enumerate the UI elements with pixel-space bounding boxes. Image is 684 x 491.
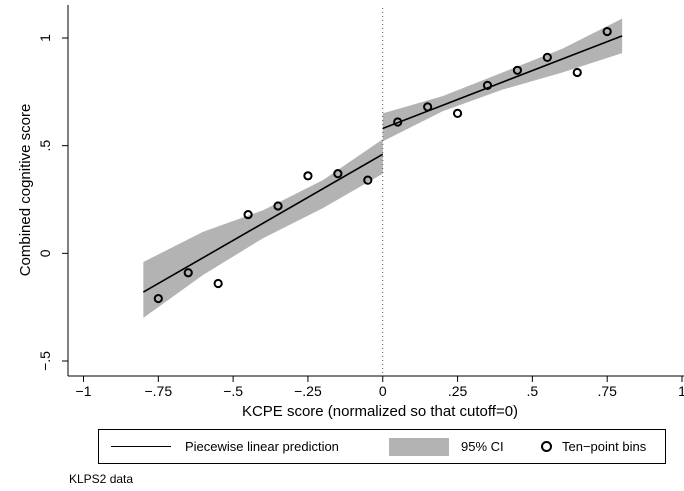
bin-point (482, 80, 493, 90)
axes-group: −.5 0 .5 1 −1 −.75 −.5 −.25 0 .25 .5 .75 1 (37, 5, 684, 399)
prediction-line (142, 153, 384, 293)
legend-line-key (111, 446, 171, 447)
bin-point (423, 102, 433, 112)
prediction-line-group (142, 35, 623, 293)
bin-point (363, 175, 373, 185)
y-tick-label: 1 (37, 34, 53, 42)
bin-points-group (153, 26, 612, 304)
bin-point (572, 67, 582, 78)
x-tick-label: −.25 (294, 383, 322, 399)
y-tick-label: .5 (37, 140, 53, 152)
bin-point (333, 169, 343, 179)
legend-item-bins: Ten−point bins (541, 430, 646, 463)
bin-point (602, 26, 612, 37)
x-tick-label: −1 (76, 383, 92, 399)
x-tick-label: .75 (597, 383, 617, 399)
bin-point (542, 52, 552, 62)
confidence-band-group (143, 18, 623, 318)
y-tick-label: −.5 (37, 351, 53, 371)
x-tick-label: .25 (448, 383, 468, 399)
bin-point (243, 209, 253, 220)
legend-label-ci: 95% CI (461, 439, 504, 454)
x-tick-label: −.75 (144, 383, 172, 399)
x-tick-label: 0 (379, 383, 387, 399)
legend-label-prediction: Piecewise linear prediction (185, 439, 339, 454)
bin-point (512, 65, 523, 75)
bin-point (452, 108, 463, 118)
x-tick-label: −.5 (223, 383, 243, 399)
legend-item-prediction: Piecewise linear prediction (111, 430, 339, 463)
legend: Piecewise linear prediction 95% CI Ten−p… (98, 429, 666, 464)
bin-point (213, 278, 223, 289)
bin-point (183, 268, 193, 278)
bin-point (303, 171, 313, 181)
legend-circle-marker-icon (541, 441, 552, 452)
x-axis-label: KCPE score (normalized so that cutoff=0) (242, 403, 518, 420)
prediction-line (382, 35, 623, 130)
y-axis-label: Combined cognitive score (17, 104, 34, 277)
y-tick-label: 0 (37, 249, 53, 257)
ci-band (382, 18, 623, 142)
ci-band (143, 139, 383, 318)
legend-label-bins: Ten−point bins (562, 439, 647, 454)
x-tick-label: 1 (678, 383, 684, 399)
bin-point (153, 293, 163, 304)
data-source-note: KLPS2 data (69, 472, 134, 486)
x-tick-label: .5 (527, 383, 539, 399)
legend-ci-swatch (389, 437, 449, 456)
bin-point (273, 201, 283, 211)
legend-item-ci: 95% CI (389, 430, 504, 463)
bin-point (393, 117, 403, 127)
